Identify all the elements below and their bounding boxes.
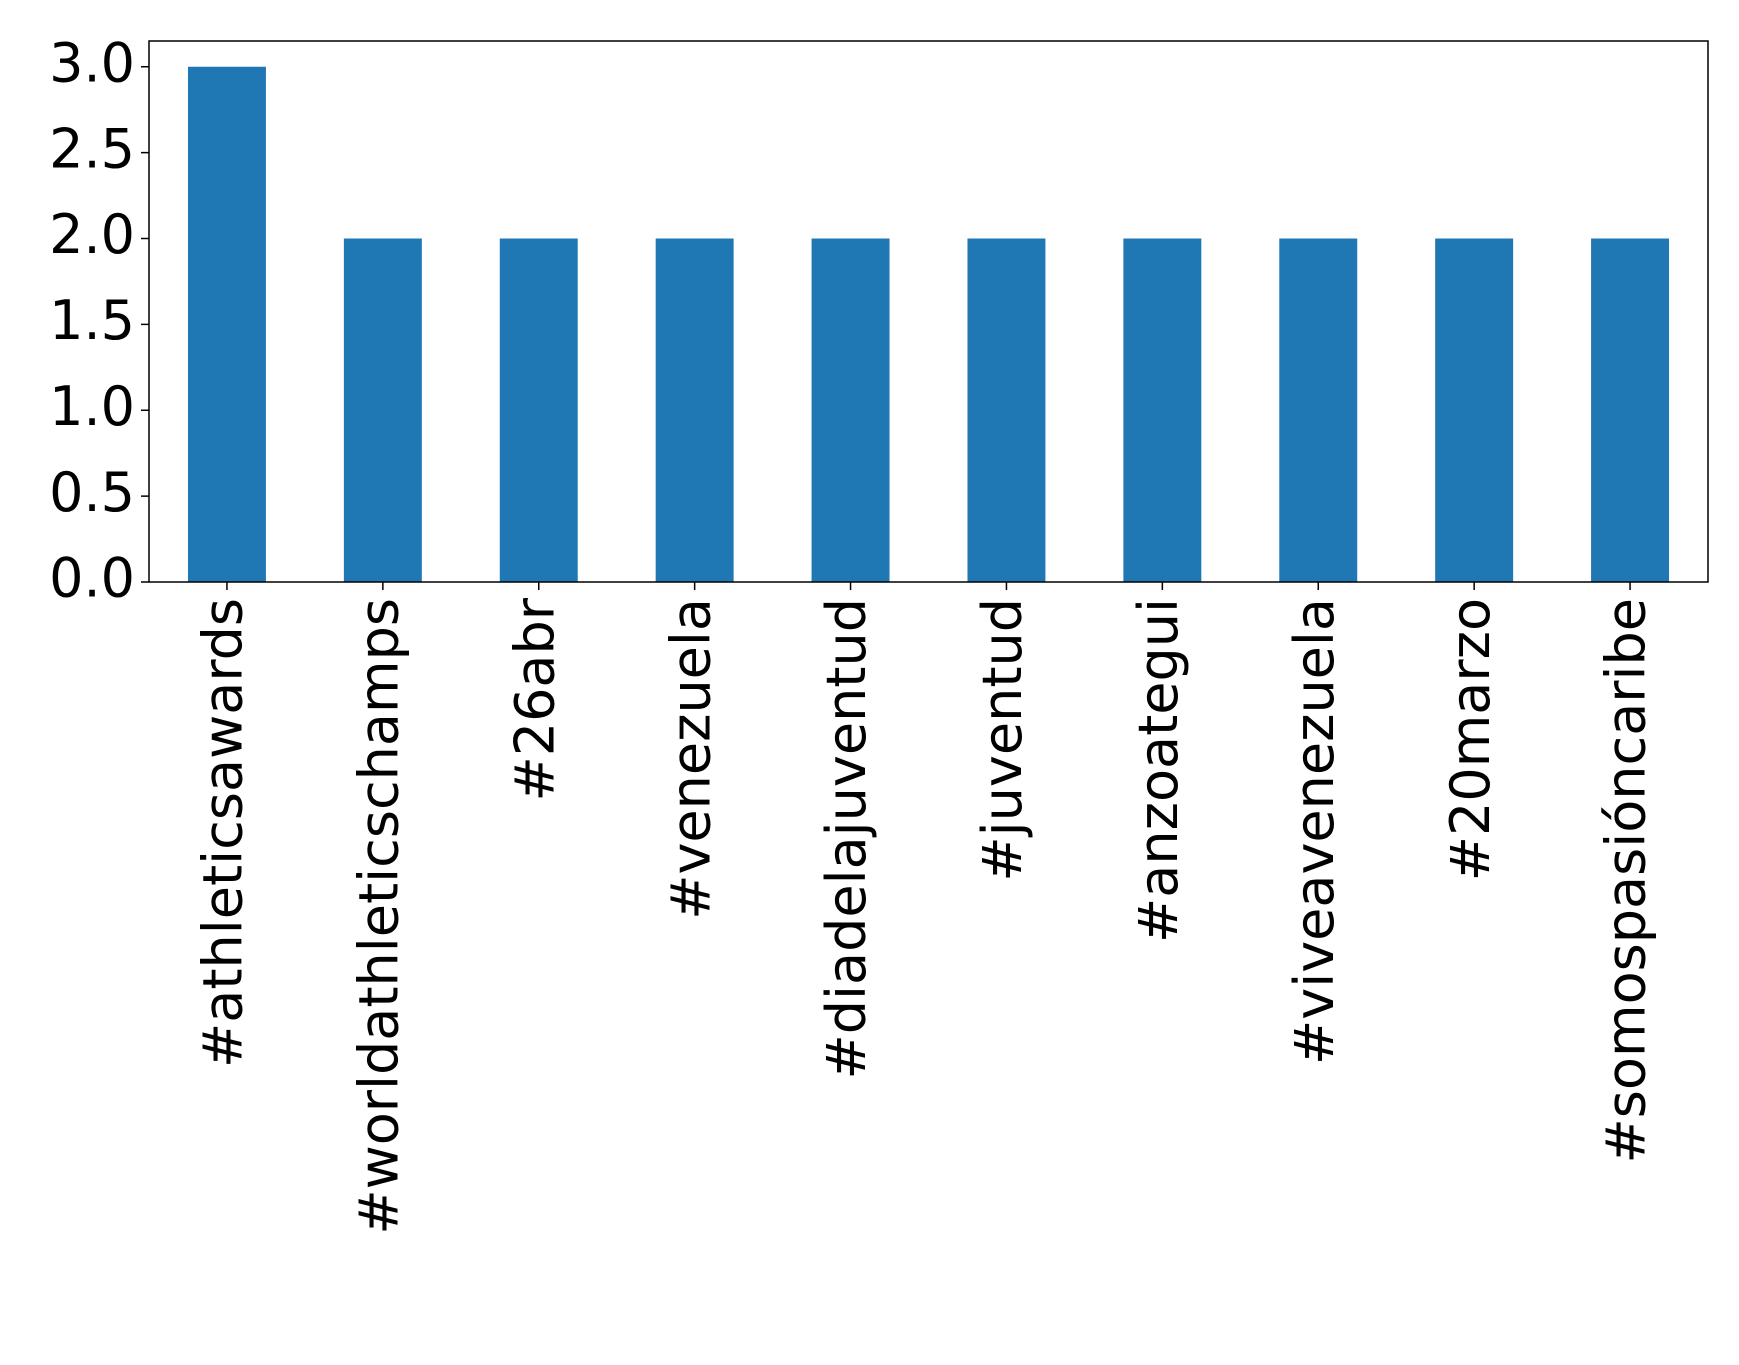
bar <box>1435 238 1514 582</box>
bar <box>187 66 266 582</box>
y-tick-label: 3.0 <box>49 31 135 94</box>
x-tick-label: #athleticsawards <box>192 598 255 1068</box>
bar <box>499 238 578 582</box>
bar <box>655 238 734 582</box>
x-tick-label: #viveavenezuela <box>1283 598 1346 1065</box>
bar <box>967 238 1046 582</box>
x-tick-label: #juventud <box>971 598 1034 882</box>
x-tick-label: #venezuela <box>659 598 722 920</box>
plot-frame <box>148 40 1709 583</box>
y-tick-label: 1.0 <box>49 375 135 438</box>
x-tick-label: #26abr <box>503 597 566 801</box>
y-tick-label: 2.0 <box>49 203 135 266</box>
x-tick-label: #somospasióncaribe <box>1595 598 1658 1163</box>
x-tick-label: #worldathleticschamps <box>347 598 410 1235</box>
x-tick-label: #diadelajuventud <box>815 598 878 1080</box>
bar <box>1123 238 1202 582</box>
y-tick-label: 0.5 <box>49 461 135 524</box>
x-tick-label: #20marzo <box>1439 598 1502 881</box>
y-tick-label: 2.5 <box>49 117 135 180</box>
y-tick-label: 1.5 <box>49 289 135 352</box>
bar <box>343 238 422 582</box>
bar <box>811 238 890 582</box>
x-tick-label: #anzoategui <box>1127 598 1190 943</box>
y-tick-label: 0.0 <box>49 547 135 610</box>
bar <box>1591 238 1670 582</box>
bar <box>1279 238 1358 582</box>
